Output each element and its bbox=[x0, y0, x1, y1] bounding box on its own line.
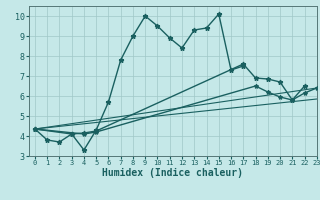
X-axis label: Humidex (Indice chaleur): Humidex (Indice chaleur) bbox=[102, 168, 243, 178]
